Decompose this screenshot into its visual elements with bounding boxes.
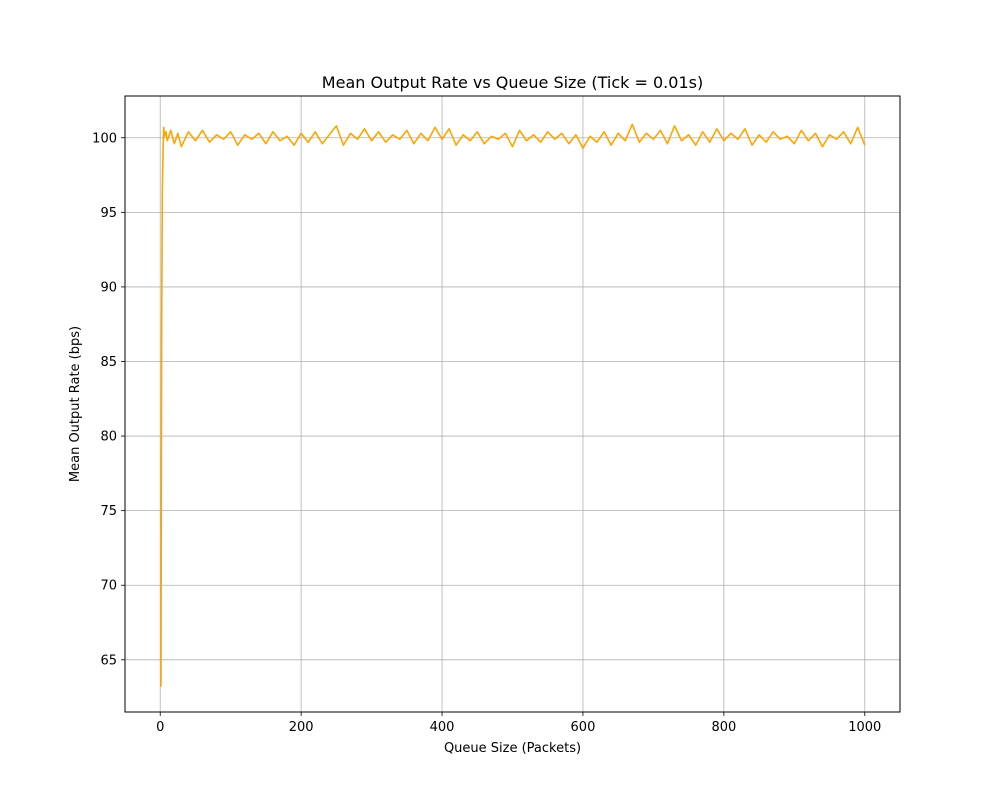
y-tick-label: 80 xyxy=(100,430,117,445)
grid xyxy=(125,96,900,712)
y-tick-label: 75 xyxy=(100,504,117,519)
plot-frame xyxy=(124,95,901,713)
chart-title: Mean Output Rate vs Queue Size (Tick = 0… xyxy=(322,73,703,92)
x-tick-label: 0 xyxy=(156,720,164,735)
y-tick-label: 95 xyxy=(100,206,117,221)
x-tick-label: 400 xyxy=(430,720,455,735)
y-tick-label: 65 xyxy=(100,653,117,668)
y-tick-label: 100 xyxy=(92,131,117,146)
x-axis-label: Queue Size (Packets) xyxy=(444,741,581,756)
y-axis-label: Mean Output Rate (bps) xyxy=(68,326,83,482)
y-tick-label: 85 xyxy=(100,355,117,370)
y-tick-label: 90 xyxy=(100,280,117,295)
series-line-0 xyxy=(160,123,866,687)
x-tick-label: 1000 xyxy=(848,720,881,735)
x-tick-label: 600 xyxy=(571,720,596,735)
x-tick-label: 800 xyxy=(711,720,736,735)
series-layer xyxy=(160,123,866,687)
x-tick-label: 200 xyxy=(289,720,314,735)
y-tick-label: 70 xyxy=(100,579,117,594)
ticks: 0 200 400 600 800 1000 65 70 75 80 85 90 95 100 xyxy=(92,131,881,735)
